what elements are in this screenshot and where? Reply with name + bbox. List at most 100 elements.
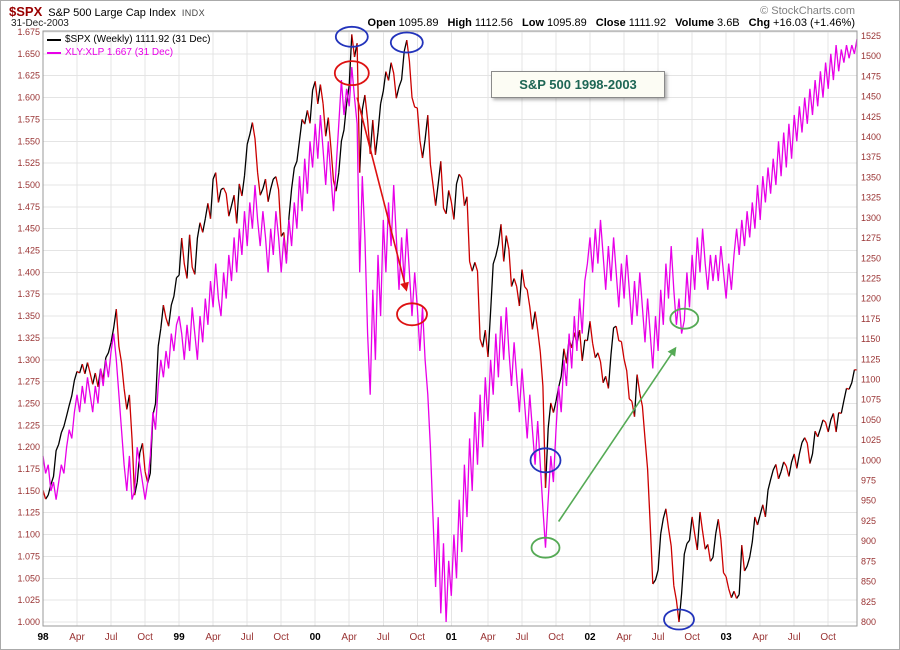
x-axis-tick-label: Apr (69, 632, 85, 643)
x-axis-tick-label: 98 (37, 632, 49, 643)
x-axis-tick-label: Oct (273, 632, 289, 643)
x-axis-tick-label: 00 (310, 632, 322, 643)
right-axis-tick-label: 1350 (861, 172, 881, 182)
right-axis-tick-label: 900 (861, 536, 876, 546)
right-axis-tick-label: 1200 (861, 294, 881, 304)
x-axis-tick-label: Oct (820, 632, 836, 643)
x-axis-tick-label: Jul (377, 632, 390, 643)
right-axis-tick-label: 1300 (861, 213, 881, 223)
x-axis-tick-label: 01 (446, 632, 458, 643)
left-axis-tick-label: 1.150 (17, 486, 40, 496)
x-axis-tick-label: Oct (137, 632, 153, 643)
right-axis-tick-label: 1425 (861, 112, 881, 122)
plot-border (42, 30, 858, 627)
right-axis-tick-label: 1025 (861, 435, 881, 445)
x-axis-tick-label: 02 (584, 632, 596, 643)
chart-date-label: 31-Dec-2003 (11, 18, 69, 29)
ratio-breakdown-arrow-head (400, 281, 409, 292)
spx-price-line-up (45, 34, 856, 623)
left-axis-tick-label: 1.375 (17, 289, 40, 299)
x-axis-tick-label: 03 (721, 632, 733, 643)
x-axis-tick-label: Apr (752, 632, 768, 643)
left-axis-tick-label: 1.275 (17, 377, 40, 387)
quote-change: Chg +16.03 (+1.46%) (749, 17, 855, 29)
low-value: 1095.89 (547, 17, 587, 29)
chart-legend: $SPX (Weekly) 1111.92 (31 Dec) XLY:XLP 1… (47, 33, 210, 59)
left-axis-tick-label: 1.550 (17, 136, 40, 146)
quote-high: High 1112.56 (447, 17, 513, 29)
quote-volume: Volume 3.6B (675, 17, 740, 29)
x-axis-tick-label: Jul (652, 632, 665, 643)
right-axis-tick-label: 1225 (861, 274, 881, 284)
spx-sep2001-low-circle (529, 447, 562, 474)
change-label: Chg (748, 17, 771, 29)
high-value: 1112.56 (474, 17, 514, 29)
ratio-breakdown-arrow (356, 97, 406, 284)
copyright-label: © StockCharts.com (760, 5, 855, 17)
right-axis-tick-label: 1050 (861, 415, 881, 425)
chart-title: $SPX S&P 500 Large Cap Index INDX (9, 4, 205, 19)
right-axis-tick-label: 1525 (861, 31, 881, 41)
low-label: Low (522, 17, 545, 29)
symbol-label: $SPX (9, 4, 43, 19)
left-axis-tick-label: 1.575 (17, 114, 40, 124)
annotation-label-text: S&P 500 1998-2003 (519, 77, 637, 92)
legend-spx: $SPX (Weekly) 1111.92 (31 Dec) (47, 33, 210, 46)
right-axis-tick-label: 1325 (861, 193, 881, 203)
right-axis-tick-label: 1075 (861, 395, 881, 405)
ratio-higher-low-arrow (557, 353, 673, 522)
x-axis-tick-label: Jul (241, 632, 254, 643)
x-axis-tick-label: Oct (548, 632, 564, 643)
right-axis-tick-label: 950 (861, 496, 876, 506)
ratio-oct2002-higher-low-circle (669, 307, 700, 330)
left-axis-tick-label: 1.225 (17, 420, 40, 430)
ratio-sep2001-low-circle (530, 536, 561, 559)
x-axis-tick-label: Jul (516, 632, 529, 643)
right-axis-tick-label: 1175 (861, 314, 880, 324)
legend-ratio: XLY:XLP 1.667 (31 Dec) (47, 46, 210, 59)
open-label: Open (367, 17, 396, 29)
left-axis-tick-label: 1.625 (17, 71, 40, 81)
left-axis-tick-label: 1.000 (17, 617, 40, 627)
left-axis-tick-label: 1.350 (17, 311, 40, 321)
right-axis-tick-label: 975 (861, 476, 876, 486)
xly-xlp-ratio-line (42, 38, 858, 623)
left-axis-tick-label: 1.200 (17, 442, 40, 452)
spx-oct2002-low-circle (663, 608, 695, 631)
right-axis-tick-label: 1450 (861, 92, 881, 102)
left-axis-tick-label: 1.675 (17, 27, 40, 37)
right-axis-tick-label: 1375 (861, 152, 881, 162)
x-axis-tick-label: Apr (205, 632, 221, 643)
annotation-label-box: S&P 500 1998-2003 (491, 71, 665, 98)
right-axis-tick-label: 825 (861, 597, 876, 607)
right-axis-tick-label: 1150 (861, 334, 880, 344)
x-axis-tick-label: 99 (174, 632, 186, 643)
close-value: 1111.92 (628, 17, 667, 29)
left-axis-tick-label: 1.475 (17, 202, 40, 212)
right-axis-tick-label: 1475 (861, 71, 881, 81)
high-label: High (447, 17, 472, 29)
quote-low: Low 1095.89 (522, 17, 587, 29)
x-axis-tick-label: Apr (616, 632, 632, 643)
index-name-label: S&P 500 Large Cap Index (48, 7, 176, 19)
spx-2000-peak-2-circle (389, 31, 424, 54)
left-axis-tick-label: 1.325 (17, 333, 40, 343)
spx-line-swatch (47, 38, 61, 41)
x-axis-tick-label: Jul (788, 632, 801, 643)
change-value: +16.03 (+1.46%) (773, 17, 855, 29)
right-axis-tick-label: 875 (861, 556, 876, 566)
spx-2000-peak-1-circle (334, 25, 369, 48)
left-axis-tick-label: 1.400 (17, 267, 40, 277)
left-axis-tick-label: 1.025 (17, 595, 40, 605)
open-value: 1095.89 (398, 17, 439, 29)
ratio-line-swatch (47, 51, 61, 54)
left-axis-tick-label: 1.500 (17, 180, 40, 190)
left-axis-tick-label: 1.450 (17, 224, 40, 234)
x-axis-tick-label: Oct (684, 632, 700, 643)
left-axis-tick-label: 1.300 (17, 355, 40, 365)
right-axis-tick-label: 1125 (861, 354, 880, 364)
x-axis-tick-label: Oct (410, 632, 426, 643)
left-axis-tick-label: 1.175 (17, 464, 40, 474)
left-axis-tick-label: 1.125 (17, 508, 40, 518)
